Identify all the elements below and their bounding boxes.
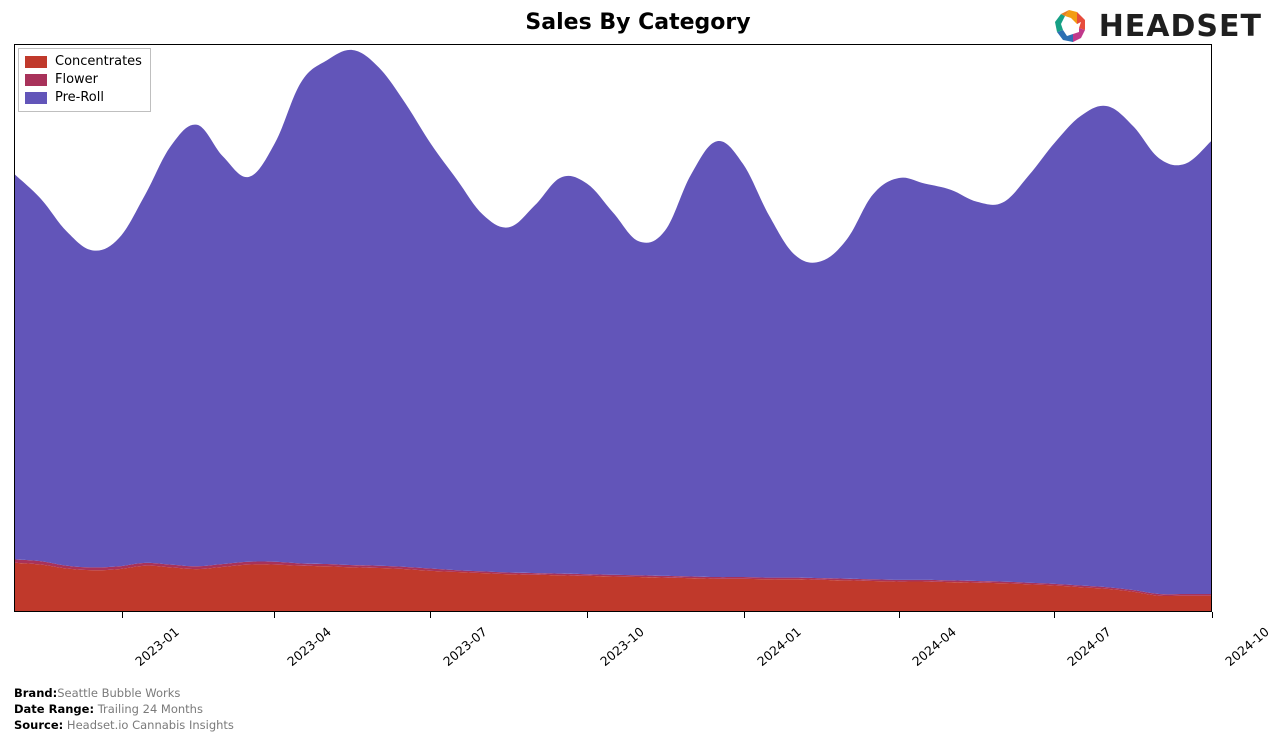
- footer-brand-line: Brand:Seattle Bubble Works: [14, 685, 234, 701]
- xtick-label: 2024-07: [1064, 624, 1114, 669]
- chart-plot-area: ConcentratesFlowerPre-Roll: [14, 44, 1212, 612]
- xtick-label: 2023-01: [132, 624, 182, 669]
- xtick-mark: [430, 612, 431, 618]
- chart-footer: Brand:Seattle Bubble Works Date Range: T…: [14, 685, 234, 733]
- legend-swatch: [25, 56, 47, 68]
- footer-brand-value: Seattle Bubble Works: [57, 686, 180, 700]
- xtick-label: 2023-04: [284, 624, 334, 669]
- legend-label: Flower: [55, 71, 98, 89]
- xtick-label: 2023-10: [597, 624, 647, 669]
- xtick-mark: [744, 612, 745, 618]
- footer-brand-label: Brand:: [14, 686, 57, 700]
- footer-range-label: Date Range:: [14, 702, 94, 716]
- area-chart-svg: [15, 45, 1211, 611]
- legend-item-flower: Flower: [25, 71, 142, 89]
- xtick-label: 2024-04: [910, 624, 960, 669]
- legend-swatch: [25, 74, 47, 86]
- footer-source-line: Source: Headset.io Cannabis Insights: [14, 717, 234, 733]
- xtick-mark: [274, 612, 275, 618]
- footer-source-label: Source:: [14, 718, 63, 732]
- legend-item-pre-roll: Pre-Roll: [25, 89, 142, 107]
- xtick-mark: [1054, 612, 1055, 618]
- brand-logo-text: HEADSET: [1099, 9, 1262, 44]
- xtick-mark: [1212, 612, 1213, 618]
- footer-range-value: Trailing 24 Months: [94, 702, 203, 716]
- xtick-mark: [122, 612, 123, 618]
- xtick-mark: [587, 612, 588, 618]
- brand-logo: HEADSET: [1051, 6, 1262, 46]
- legend-swatch: [25, 92, 47, 104]
- xtick-label: 2024-10: [1222, 624, 1272, 669]
- footer-source-value: Headset.io Cannabis Insights: [63, 718, 234, 732]
- footer-range-line: Date Range: Trailing 24 Months: [14, 701, 234, 717]
- legend-label: Concentrates: [55, 53, 142, 71]
- legend-item-concentrates: Concentrates: [25, 53, 142, 71]
- chart-legend: ConcentratesFlowerPre-Roll: [18, 48, 151, 112]
- headset-logo-icon: [1051, 6, 1091, 46]
- area-series-pre-roll: [15, 50, 1211, 594]
- xtick-label: 2023-07: [440, 624, 490, 669]
- legend-label: Pre-Roll: [55, 89, 104, 107]
- xtick-label: 2024-01: [754, 624, 804, 669]
- xtick-mark: [899, 612, 900, 618]
